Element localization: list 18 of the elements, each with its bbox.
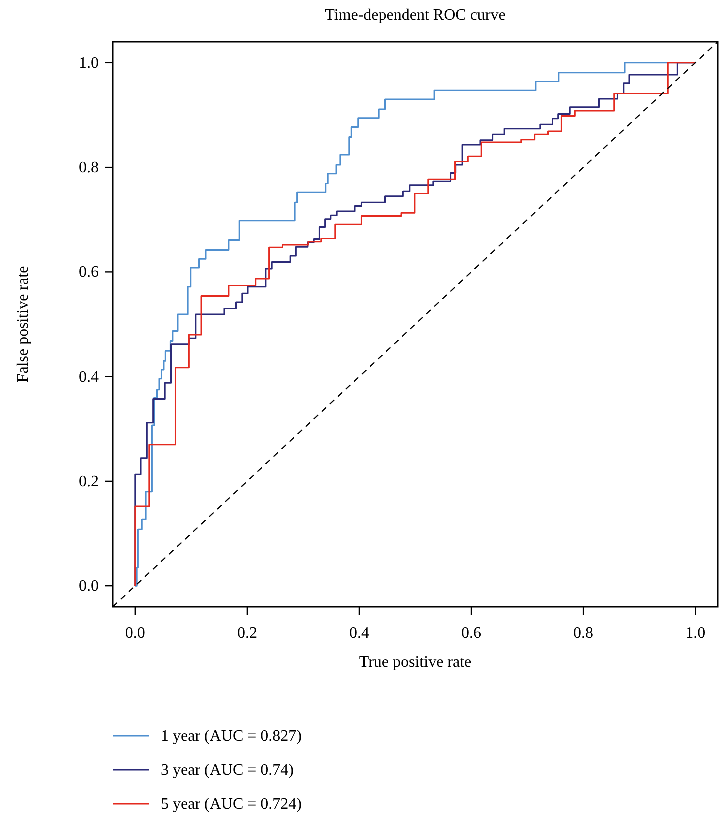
y-tick-label: 1.0 — [79, 54, 99, 72]
y-tick-label: 0.2 — [79, 473, 99, 490]
y-tick-label: 0.6 — [79, 264, 99, 282]
legend-label: 3 year (AUC = 0.74) — [161, 762, 294, 779]
x-axis-title: True positive rate — [359, 654, 472, 671]
x-tick-label: 1.0 — [686, 625, 706, 642]
x-tick-label: 0.2 — [237, 625, 258, 642]
legend-label: 1 year (AUC = 0.827) — [161, 728, 302, 745]
x-tick-label: 0.0 — [125, 625, 146, 642]
x-tick-label: 0.8 — [574, 625, 594, 642]
y-tick-label: 0.4 — [79, 368, 99, 386]
x-tick-label: 0.4 — [349, 625, 370, 642]
x-tick-label: 0.6 — [462, 625, 482, 642]
chart-title: Time-dependent ROC curve — [325, 7, 506, 24]
y-tick-label: 0.0 — [79, 578, 99, 596]
y-axis-title: False positive rate — [15, 266, 32, 383]
legend-label: 5 year (AUC = 0.724) — [161, 796, 302, 813]
y-tick-label: 0.8 — [79, 160, 99, 177]
